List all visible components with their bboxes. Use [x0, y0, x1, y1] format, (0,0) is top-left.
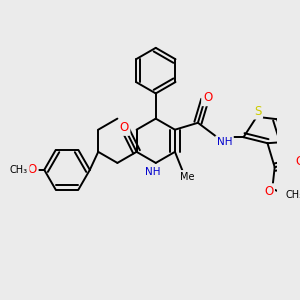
- Text: O: O: [28, 163, 37, 176]
- Text: O: O: [119, 121, 129, 134]
- Text: O: O: [203, 92, 212, 104]
- Text: S: S: [254, 105, 261, 118]
- Text: CH₃: CH₃: [10, 165, 28, 175]
- Text: NH: NH: [145, 167, 161, 177]
- Text: O: O: [295, 155, 300, 168]
- Text: Me: Me: [180, 172, 195, 182]
- Text: NH: NH: [217, 137, 232, 147]
- Text: O: O: [264, 185, 273, 198]
- Text: CH₃: CH₃: [286, 190, 300, 200]
